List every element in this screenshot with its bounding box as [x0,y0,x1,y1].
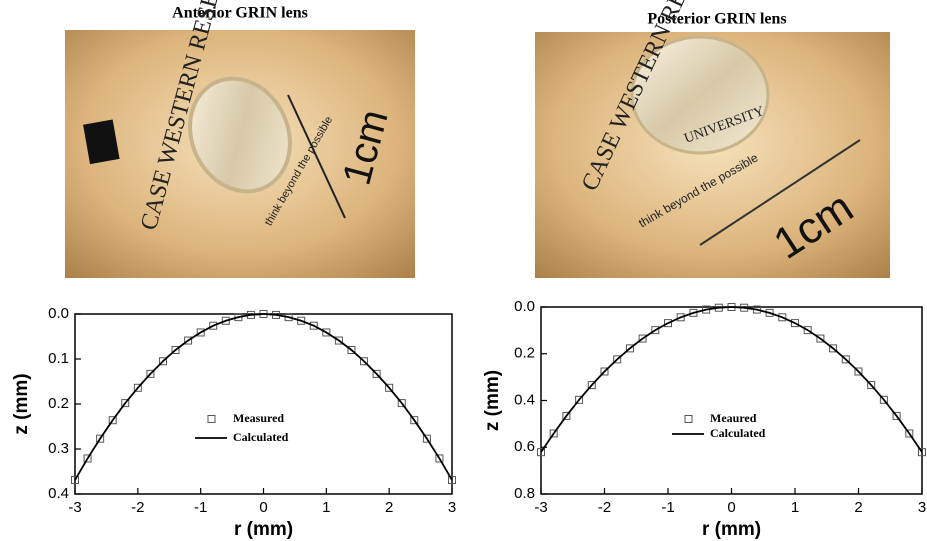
x-tick-label: -2 [131,499,144,516]
x-tick-label: 2 [385,499,393,516]
x-tick-label: 0 [727,499,735,516]
y-tick-label: 0.0 [48,305,69,322]
x-tick-label: -1 [661,499,674,516]
x-tick-label: -2 [598,499,611,516]
x-tick-label: 1 [791,499,799,516]
figure: Anterior GRIN lens CASE WESTERN RESERVE … [0,0,927,541]
y-tick-label: 0.3 [48,440,69,457]
legend-label: Calculated [233,430,289,444]
x-tick-label: -1 [194,499,207,516]
legend-label: Calculated [710,426,766,440]
y-tick-label: 0.2 [48,395,69,412]
y-tick-label: 0.6 [514,438,535,455]
y-tick-label: 0.4 [514,391,535,408]
x-tick-label: 1 [322,499,330,516]
x-axis-label: r (mm) [702,519,761,540]
legend-marker [685,416,692,423]
y-tick-label: 0.1 [48,350,69,367]
legend-marker [208,416,215,423]
legend-label: Measured [233,411,284,425]
y-tick-label: 0.0 [514,298,535,315]
x-tick-label: 3 [918,499,926,516]
x-tick-label: 0 [259,499,267,516]
plot-frame [75,314,452,494]
y-axis-label: z (mm) [11,373,32,434]
x-axis-label: r (mm) [234,519,293,540]
y-tick-label: 0.8 [514,485,535,502]
plot-frame [541,307,922,494]
x-tick-label: -3 [534,499,547,516]
charts: -3 -2 -1 0 1 2 3 0.0 0.1 0.2 0.3 0.4 r (mm) z (mm) Mea… [11,298,926,540]
y-tick-label: 0.4 [48,485,69,502]
y-axis-label: z (mm) [482,370,503,431]
x-tick-label: 3 [448,499,456,516]
x-tick-label: -3 [68,499,81,516]
line-series [75,314,452,480]
y-tick-label: 0.2 [514,345,535,362]
x-tick-label: 2 [854,499,862,516]
legend-label: Meaured [710,411,757,425]
